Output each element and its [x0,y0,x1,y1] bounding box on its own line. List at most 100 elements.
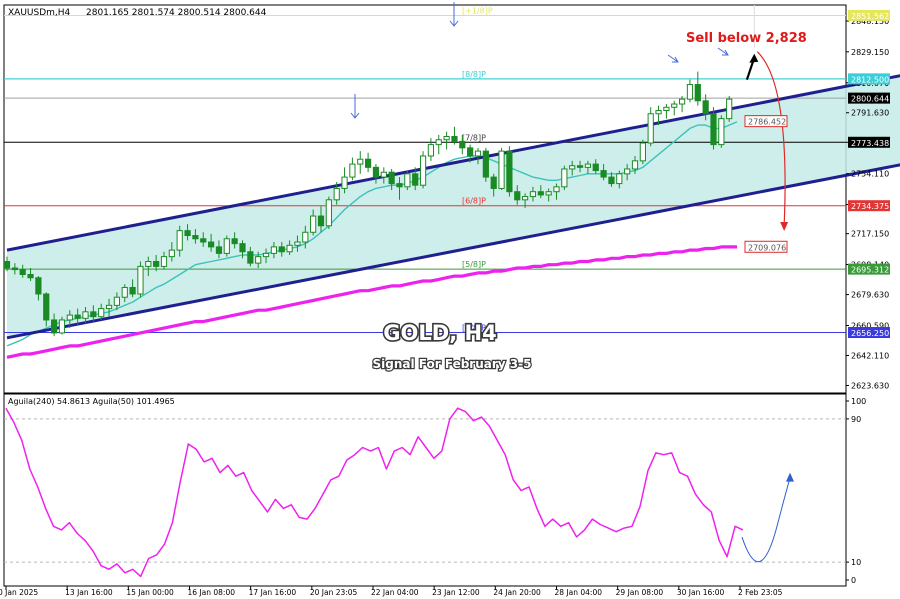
candle [11,263,18,275]
price-tick-label: 2679.630 [851,291,889,300]
current-price-tag-label: 2800.644 [851,95,889,104]
candle-body-up [341,176,348,189]
candle-body-up [545,191,552,196]
candle [545,188,552,202]
candle-body-down [51,319,58,334]
candle [286,240,293,256]
candle-body-down [11,267,18,271]
candle-body-down [317,215,325,227]
candle [325,196,332,230]
candle [294,235,301,252]
candles [3,71,733,337]
chart-subtitle: Signal For February 3-5 [373,357,532,371]
candle [514,185,521,205]
candle [365,152,372,173]
candle-body-up [66,314,73,321]
channel-fill [7,75,900,338]
candle [694,71,701,106]
candle-body-up [655,110,662,115]
candle [19,264,26,278]
time-tick-label: 16 Jan 08:00 [188,588,236,597]
candle-body-down [153,261,160,267]
candle [310,209,317,236]
candle [592,159,599,174]
candle [121,284,128,303]
candle-body-up [419,155,427,186]
candle [561,165,568,191]
candle-body-down [239,243,246,253]
pivot-arrow-icon [449,2,459,27]
candle [380,167,387,184]
time-tick-label: 24 Jan 20:00 [493,588,541,597]
candle [66,310,73,329]
candle-body-up [255,256,262,264]
symbol-label: XAUUSDm,H4 [8,8,71,18]
level-tag-box [848,136,890,148]
candle-body-down [592,163,599,172]
candle [482,147,489,182]
candle-body-up [718,118,725,146]
level-tag-label: 2773.438 [851,139,889,148]
oscillator-grid [4,418,846,563]
pivot-arrow-icon [717,47,729,56]
candle [168,242,175,262]
level-tag-label: 2734.375 [851,202,889,211]
candle-body-down [576,165,584,168]
slow-ma-tag-label: 2709.076 [748,243,786,252]
oscillator-forecast-arrowhead-icon [786,472,794,482]
oscillator-line [5,407,744,578]
candle-body-down [3,261,11,269]
candle-body-up [98,308,105,318]
candle-body-up [58,319,66,334]
candle-body-up [443,135,450,141]
candle-body-down [482,150,489,178]
candle [537,185,544,199]
candle-body-down [451,135,458,142]
level-tag-label: 2851.562 [851,12,889,21]
candle [443,131,450,150]
candle-body-down [608,176,615,185]
up-arrowhead-icon [749,53,759,63]
price-forecast [745,5,789,232]
price-tick-label: 2754.110 [851,170,889,179]
candle-body-down [19,269,26,275]
candle [522,193,529,208]
candle [608,172,615,187]
candle [702,94,709,121]
level-label: [4/8]P [462,324,486,333]
candle [349,157,356,181]
candle [223,235,230,257]
candle [710,107,717,150]
time-tick-label: 13 Jan 16:00 [65,588,113,597]
time-tick-label: 29 Jan 08:00 [616,588,664,597]
candle [631,155,639,174]
candle [451,126,458,145]
candle-body-up [631,160,639,170]
fast-ma-tag-box [744,115,788,128]
candle [576,160,584,173]
candle [647,107,654,147]
candle-body-up [647,113,654,144]
candle-body-up [639,142,646,162]
price-tick-label: 2829.150 [851,48,889,57]
candle-body-down [43,293,50,321]
candle [262,248,270,264]
candle-body-up [553,186,560,193]
candle [58,316,66,335]
slow-ma-line [6,245,737,359]
candle [686,79,694,103]
candle-body-up [145,261,152,267]
candle [404,170,411,191]
time-tick-label: 20 Jan 23:05 [310,588,358,597]
candle-body-up [121,286,128,298]
candle-body-down [231,238,238,245]
candle-body-down [412,173,419,186]
level-tag-box [848,263,890,275]
candle [616,170,623,189]
candle [467,144,474,163]
candle-body-up [333,187,340,201]
time-tick-label: 23 Jan 12:00 [432,588,480,597]
oscillator-series-line [5,407,744,578]
candle-body-up [498,150,505,189]
